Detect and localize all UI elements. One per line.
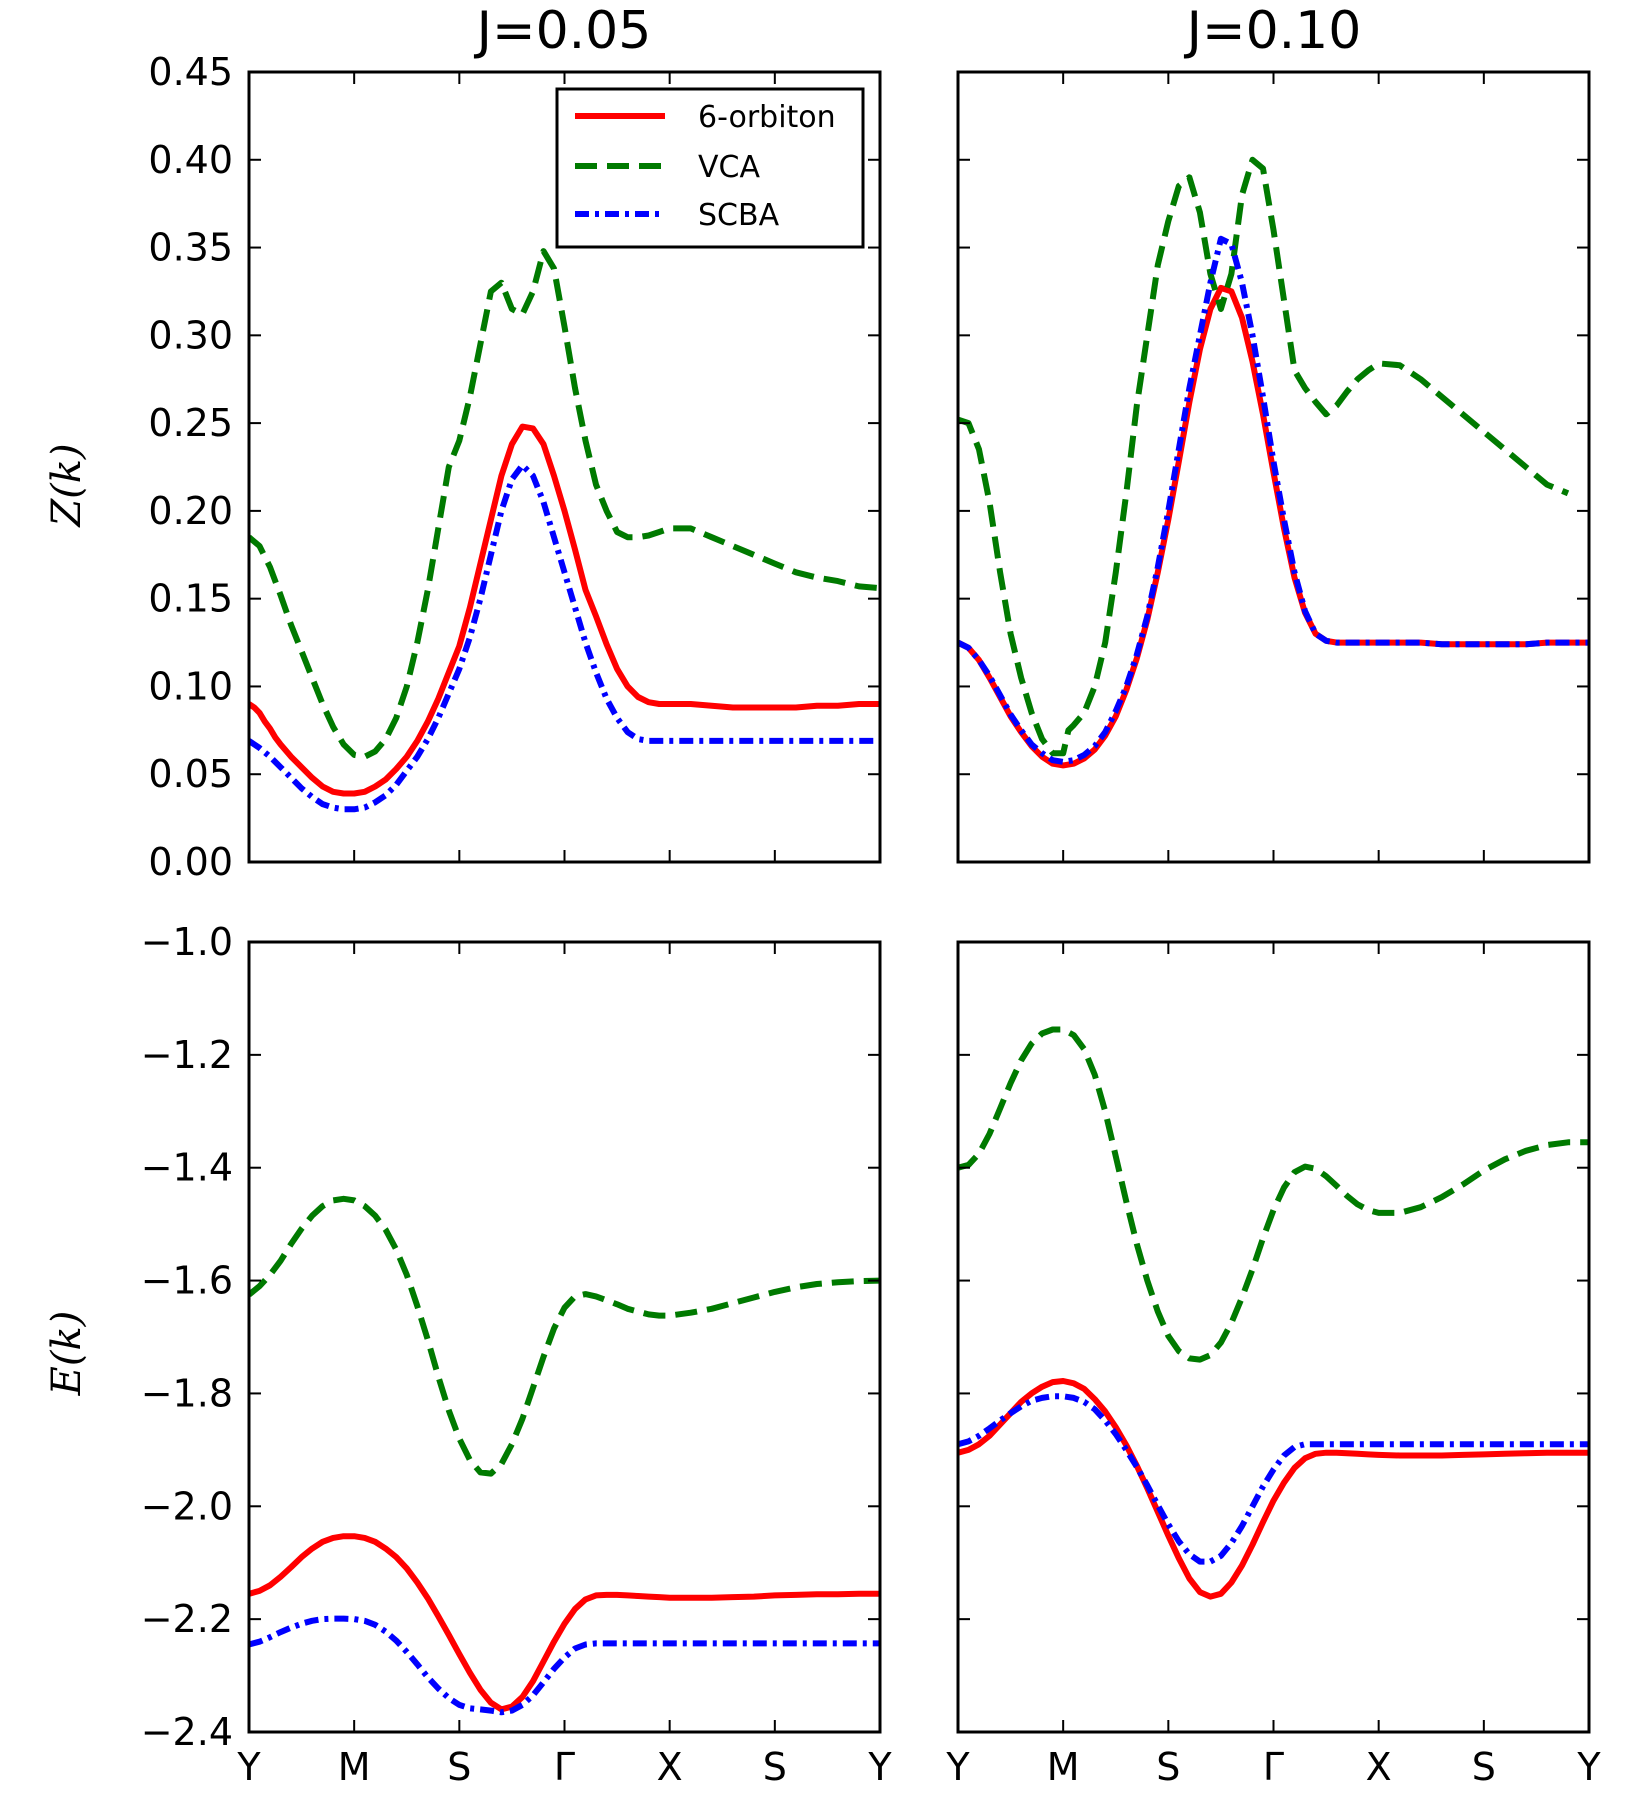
panel-r1-c0-series-6-orbiton [249,1533,880,1713]
panel-r0-c0-ytick-label: 0.20 [148,489,233,533]
panel-r1-c1-series-vca [958,1026,1589,1363]
panel-r1-c0-ytick-label: −2.0 [141,1484,233,1528]
panel-r1-c0-ytick-label: −1.0 [141,920,233,964]
panel-r1-c1-xtick-label: S [1156,1745,1180,1789]
panel-r0-c0-ytick-label: 0.35 [148,226,233,270]
legend-label-vca: VCA [698,150,760,185]
panel-r1-c1-frame [956,940,1591,1734]
panel-title-left: J=0.05 [474,1,652,61]
panel-r1-c0-frame [247,940,882,1734]
panel-r1-c1-xtick-label: M [1047,1745,1080,1789]
panel-r1-c1-series-6-orbiton [958,1378,1589,1600]
panel-r1-c0-ytick-label: −2.2 [141,1597,233,1641]
panel-r1-c0-xtick-label: S [447,1745,471,1789]
panel-r0-c0-ytick-label: 0.15 [148,577,233,621]
ylabel-top: Z(k) [44,443,90,528]
panels-group: 0.00 0.05 0.10 0.15 0.20 0.25 0.30 0.35 0.40 0.45… [141,50,1602,1789]
panel-r0-c0-ytick-label: 0.25 [148,401,233,445]
panel-r1-c0-series-vca [249,1195,880,1477]
panel-r1-c1-xtick-label: Γ [1263,1745,1284,1789]
panel-r1-c1-xtick-label: X [1366,1745,1392,1789]
legend-label-6-orbiton: 6-orbiton [698,100,836,135]
ylabel-bottom: E(k) [44,1311,90,1397]
panel-r1-c0-xtick-label: Y [236,1745,261,1789]
legend: 6-orbiton VCA SCBA [555,87,865,249]
panel-r0-c1-series-6-orbiton [958,284,1589,769]
panel-r1-c1-xtick-label: Y [1576,1745,1601,1789]
panel-r1-c1-xtick-label: Y [945,1745,970,1789]
ylabel-top-group: Z(k) [44,443,90,528]
panel-r1-c0-xtick-label: Y [867,1745,892,1789]
panel-r0-c0-ytick-label: 0.10 [148,664,233,708]
panel-title-right: J=0.10 [1184,1,1362,61]
panel-r0-c1 [956,70,1591,864]
panel-r0-c0-ytick-label: 0.05 [148,752,233,796]
panel-r0-c1-series-scba [958,235,1589,765]
panel-r0-c0-ytick-label: 0.00 [148,840,233,884]
panel-r0-c0-series-vca [249,248,880,760]
panel-r1-c0-xtick-label: M [338,1745,371,1789]
panel-r1-c0: −1.0−1.2−1.4−1.6−1.8−2.0−2.2−2.4Y M S Γ X S Y [141,920,893,1789]
panel-r1-c1-series-scba [958,1393,1589,1565]
panel-r0-c0: 0.00 0.05 0.10 0.15 0.20 0.25 0.30 0.35 0.40 0.45 [148,50,882,884]
panel-r1-c0-xtick-label: S [763,1745,787,1789]
panel-r1-c0-ytick-label: −2.4 [141,1710,233,1754]
panel-r1-c0-xtick-label: X [657,1745,683,1789]
panel-r1-c0-xtick-label: Γ [554,1745,575,1789]
panel-r1-c0-series-scba [249,1615,880,1716]
legend-label-scba: SCBA [698,198,780,233]
panel-r1-c1-xtick-label: S [1472,1745,1496,1789]
panel-r1-c0-ytick-label: −1.4 [141,1146,233,1190]
panel-r0-c0-series-scba [249,462,880,813]
panel-r1-c0-ytick-label: −1.6 [141,1259,233,1303]
panel-r0-c0-ytick-label: 0.40 [148,138,233,182]
panel-r0-c0-ytick-label: 0.45 [148,50,233,94]
panel-r0-c0-ytick-label: 0.30 [148,313,233,357]
panel-r0-c1-series-vca [958,156,1570,757]
panel-r1-c0-ytick-label: −1.2 [141,1033,233,1077]
panel-r1-c0-ytick-label: −1.8 [141,1371,233,1415]
panel-r0-c0-series-6-orbiton [249,423,880,797]
ylabel-bottom-group: E(k) [44,1311,90,1397]
